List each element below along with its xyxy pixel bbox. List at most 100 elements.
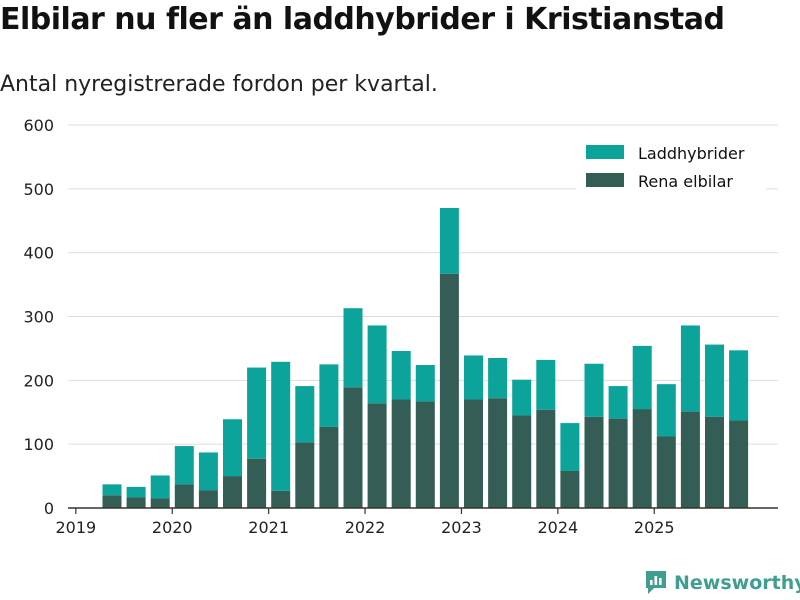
x-tick-label: 2022 — [345, 518, 386, 537]
x-tick-label: 2019 — [55, 518, 96, 537]
bar-stack — [295, 386, 315, 508]
bar-stack — [271, 361, 291, 508]
bar-laddhybrider — [102, 484, 122, 496]
x-tick-label: 2024 — [537, 518, 578, 537]
bar-rena-elbilar — [705, 416, 724, 508]
bar-laddhybrider — [705, 344, 724, 417]
bar-rena-elbilar — [391, 399, 411, 508]
bar-stack — [102, 484, 122, 508]
bar-rena-elbilar — [198, 490, 218, 508]
bar-rena-elbilar — [102, 495, 122, 508]
bar-laddhybrider — [150, 475, 170, 499]
bar-stack — [223, 419, 242, 508]
y-tick-label: 200 — [23, 371, 54, 390]
bar-laddhybrider — [729, 350, 749, 421]
bar-stack — [729, 350, 749, 508]
bar-laddhybrider — [439, 207, 459, 274]
bar-laddhybrider — [247, 367, 267, 459]
bar-stack — [705, 344, 724, 508]
bar-laddhybrider — [560, 423, 580, 471]
legend: Laddhybrider Rena elbilar — [576, 138, 766, 194]
bar-rena-elbilar — [536, 409, 556, 508]
bar-laddhybrider — [295, 386, 315, 443]
x-axis: 2019 2020 2021 2022 2023 2024 2025 — [55, 507, 778, 537]
x-tick-label: 2020 — [152, 518, 193, 537]
bar-rena-elbilar — [584, 416, 604, 508]
bar-stack — [536, 359, 556, 508]
bar-stack — [319, 364, 339, 508]
bar-laddhybrider — [343, 308, 363, 388]
bar-rena-elbilar — [632, 409, 652, 508]
bar-laddhybrider — [367, 325, 387, 404]
bar-rena-elbilar — [126, 497, 146, 508]
bar-laddhybrider — [464, 355, 483, 400]
bar-rena-elbilar — [512, 415, 532, 508]
x-tick-label: 2025 — [634, 518, 675, 537]
x-tick-label: 2021 — [248, 518, 289, 537]
bar-rena-elbilar — [319, 426, 339, 508]
bar-stack — [247, 367, 267, 508]
bar-stack — [656, 384, 676, 508]
legend-swatch-laddhybrider — [586, 145, 624, 159]
y-tick-label: 400 — [23, 244, 54, 263]
bar-laddhybrider — [656, 384, 676, 437]
bar-stack — [608, 386, 628, 508]
bar-stack — [126, 486, 146, 508]
bar-laddhybrider — [632, 345, 652, 410]
brand-name: Newsworthy — [674, 572, 800, 594]
bar-laddhybrider — [584, 363, 604, 417]
bar-stack — [439, 207, 459, 508]
bar-stack — [464, 355, 483, 508]
y-tick-label: 0 — [44, 499, 54, 518]
bar-stack — [632, 345, 652, 508]
bar-rena-elbilar — [295, 442, 315, 508]
bar-rena-elbilar — [608, 418, 628, 508]
bar-stack — [415, 365, 435, 508]
legend-label-rena-elbilar: Rena elbilar — [638, 172, 733, 191]
bar-stack — [198, 452, 218, 508]
bar-laddhybrider — [488, 357, 508, 399]
bar-stack — [512, 379, 532, 508]
bar-stack — [150, 475, 170, 508]
bar-rena-elbilar — [439, 273, 459, 508]
bar-laddhybrider — [126, 486, 146, 498]
bar-laddhybrider — [198, 452, 218, 491]
chart-subtitle: Antal nyregistrerade fordon per kvartal. — [0, 72, 438, 97]
bar-stack — [174, 446, 194, 508]
y-tick-label: 300 — [23, 308, 54, 327]
bars — [102, 207, 749, 508]
bar-stack — [560, 423, 580, 508]
bar-rena-elbilar — [223, 476, 242, 508]
legend-swatch-rena-elbilar — [586, 173, 624, 187]
bar-laddhybrider — [536, 359, 556, 410]
bar-rena-elbilar — [367, 403, 387, 508]
newsworthy-logo: Newsworthy — [644, 570, 800, 596]
bar-rena-elbilar — [656, 436, 676, 508]
bar-stack — [584, 363, 604, 508]
bar-rena-elbilar — [174, 484, 194, 508]
bar-rena-elbilar — [415, 401, 435, 508]
bar-rena-elbilar — [464, 399, 483, 508]
y-tick-label: 100 — [23, 435, 54, 454]
bar-stack — [391, 350, 411, 508]
bar-laddhybrider — [223, 419, 242, 477]
bar-laddhybrider — [415, 365, 435, 402]
y-tick-label: 600 — [23, 116, 54, 135]
bar-laddhybrider — [391, 350, 411, 400]
bar-laddhybrider — [608, 386, 628, 419]
bar-laddhybrider — [174, 446, 194, 485]
bar-laddhybrider — [319, 364, 339, 427]
bar-rena-elbilar — [680, 411, 700, 508]
bar-stack — [488, 357, 508, 508]
bar-laddhybrider — [512, 379, 532, 416]
bar-laddhybrider — [271, 361, 291, 491]
bar-rena-elbilar — [271, 490, 291, 508]
bar-stack — [343, 308, 363, 508]
y-axis-ticks: 0 100 200 300 400 500 600 — [23, 116, 54, 518]
bar-rena-elbilar — [560, 470, 580, 508]
bar-stack — [367, 325, 387, 508]
newsworthy-logo-icon — [646, 571, 666, 594]
bar-stack — [680, 325, 700, 508]
chart-title: Elbilar nu fler än laddhybrider i Kristi… — [0, 2, 725, 37]
